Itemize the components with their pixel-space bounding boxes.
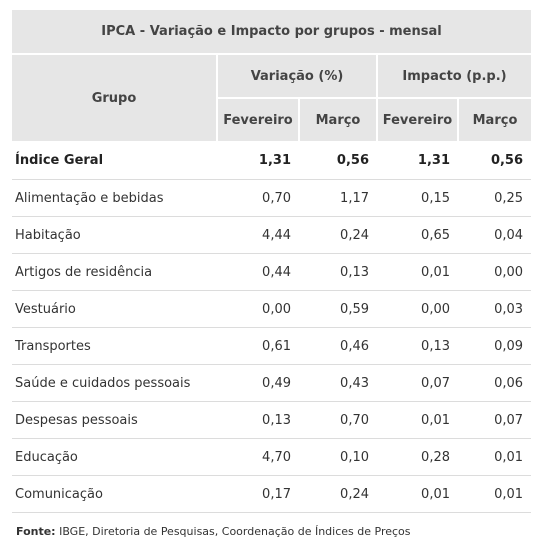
cell-impacto-fevereiro: 0,15	[377, 179, 458, 217]
cell-impacto-fevereiro: 0,13	[377, 327, 458, 365]
cell-variacao-fevereiro: 0,44	[217, 253, 299, 291]
cell-variacao-fevereiro: 0,61	[217, 327, 299, 365]
table-row: Despesas pessoais 0,13 0,70 0,01 0,07	[12, 401, 532, 439]
cell-impacto-fevereiro: 0,01	[377, 401, 458, 439]
cell-grupo: Comunicação	[12, 475, 217, 513]
cell-grupo: Despesas pessoais	[12, 401, 217, 439]
cell-variacao-marco: 0,10	[299, 438, 377, 476]
table-row: Alimentação e bebidas 0,70 1,17 0,15 0,2…	[12, 179, 532, 217]
cell-variacao-marco: 1,17	[299, 179, 377, 217]
cell-grupo: Artigos de residência	[12, 253, 217, 291]
cell-grupo: Saúde e cuidados pessoais	[12, 364, 217, 402]
table-row-indice-geral: Índice Geral 1,31 0,56 1,31 0,56	[12, 141, 532, 180]
cell-variacao-marco: 0,13	[299, 253, 377, 291]
cell-variacao-marco: 0,56	[299, 141, 377, 180]
source-label: Fonte:	[16, 525, 56, 538]
cell-impacto-marco: 0,01	[458, 475, 532, 513]
cell-impacto-fevereiro: 0,01	[377, 475, 458, 513]
cell-grupo: Vestuário	[12, 290, 217, 328]
source-text: IBGE, Diretoria de Pesquisas, Coordenaçã…	[55, 525, 411, 538]
cell-grupo: Alimentação e bebidas	[12, 179, 217, 217]
table-row: Vestuário 0,00 0,59 0,00 0,03	[12, 290, 532, 328]
cell-variacao-fevereiro: 0,70	[217, 179, 299, 217]
table-body: Índice Geral 1,31 0,56 1,31 0,56 Aliment…	[12, 141, 532, 513]
header-impacto: Impacto (p.p.)	[375, 54, 532, 99]
table-row: Transportes 0,61 0,46 0,13 0,09	[12, 327, 532, 365]
subheader-variacao-fevereiro: Fevereiro	[216, 98, 299, 141]
cell-variacao-marco: 0,43	[299, 364, 377, 402]
cell-variacao-marco: 0,46	[299, 327, 377, 365]
ipca-table-container: IPCA - Variação e Impacto por grupos - m…	[12, 10, 532, 538]
cell-variacao-fevereiro: 0,17	[217, 475, 299, 513]
cell-impacto-fevereiro: 0,01	[377, 253, 458, 291]
header-variacao: Variação (%)	[216, 54, 377, 99]
cell-variacao-marco: 0,24	[299, 216, 377, 254]
cell-variacao-fevereiro: 0,00	[217, 290, 299, 328]
cell-impacto-marco: 0,01	[458, 438, 532, 476]
cell-grupo: Índice Geral	[12, 141, 217, 180]
cell-impacto-fevereiro: 0,00	[377, 290, 458, 328]
cell-impacto-fevereiro: 1,31	[377, 141, 458, 180]
ipca-table: IPCA - Variação e Impacto por grupos - m…	[12, 10, 532, 513]
cell-impacto-marco: 0,03	[458, 290, 532, 328]
cell-grupo: Habitação	[12, 216, 217, 254]
cell-variacao-fevereiro: 0,49	[217, 364, 299, 402]
cell-grupo: Educação	[12, 438, 217, 476]
subheader-impacto-marco: Março	[456, 98, 532, 141]
cell-grupo: Transportes	[12, 327, 217, 365]
cell-impacto-marco: 0,06	[458, 364, 532, 402]
subheader-variacao-marco: Março	[298, 98, 377, 141]
cell-variacao-fevereiro: 1,31	[217, 141, 299, 180]
cell-impacto-marco: 0,25	[458, 179, 532, 217]
cell-impacto-marco: 0,00	[458, 253, 532, 291]
table-row: Saúde e cuidados pessoais 0,49 0,43 0,07…	[12, 364, 532, 402]
cell-impacto-marco: 0,56	[458, 141, 532, 180]
cell-impacto-marco: 0,07	[458, 401, 532, 439]
table-row: Educação 4,70 0,10 0,28 0,01	[12, 438, 532, 476]
table-row: Habitação 4,44 0,24 0,65 0,04	[12, 216, 532, 254]
cell-impacto-fevereiro: 0,65	[377, 216, 458, 254]
cell-variacao-fevereiro: 4,44	[217, 216, 299, 254]
cell-impacto-marco: 0,04	[458, 216, 532, 254]
table-row: Artigos de residência 0,44 0,13 0,01 0,0…	[12, 253, 532, 291]
cell-impacto-fevereiro: 0,28	[377, 438, 458, 476]
table-title: IPCA - Variação e Impacto por grupos - m…	[12, 10, 532, 55]
cell-variacao-marco: 0,70	[299, 401, 377, 439]
source-note: Fonte: IBGE, Diretoria de Pesquisas, Coo…	[12, 513, 531, 538]
cell-impacto-marco: 0,09	[458, 327, 532, 365]
cell-variacao-marco: 0,24	[299, 475, 377, 513]
subheader-impacto-fevereiro: Fevereiro	[376, 98, 458, 141]
cell-impacto-fevereiro: 0,07	[377, 364, 458, 402]
cell-variacao-fevereiro: 4,70	[217, 438, 299, 476]
cell-variacao-fevereiro: 0,13	[217, 401, 299, 439]
header-grupo: Grupo	[12, 54, 217, 141]
table-row: Comunicação 0,17 0,24 0,01 0,01	[12, 475, 532, 513]
cell-variacao-marco: 0,59	[299, 290, 377, 328]
